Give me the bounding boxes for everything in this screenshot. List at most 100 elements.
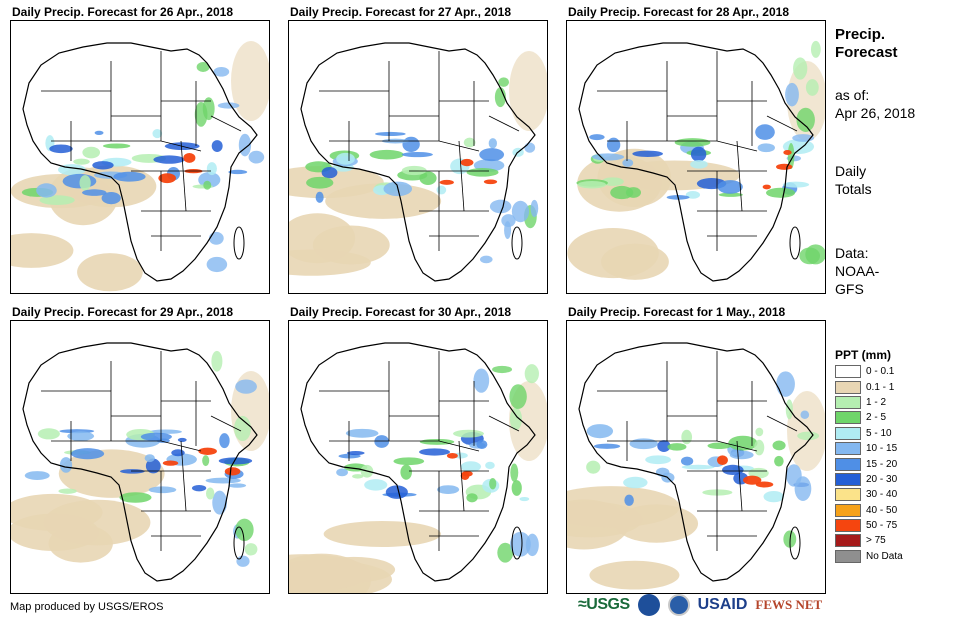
precip-cell	[244, 543, 258, 556]
dry-area	[289, 554, 371, 592]
precip-cell	[524, 142, 536, 153]
precip-cell	[213, 66, 230, 77]
precip-cell	[488, 138, 497, 149]
precip-cell	[82, 146, 101, 159]
country-border	[210, 115, 242, 132]
dry-area	[58, 449, 165, 498]
precip-cell	[593, 443, 621, 449]
country-border	[180, 140, 187, 212]
precip-cell	[577, 181, 607, 189]
africa-map-svg	[289, 42, 547, 282]
precip-cell	[345, 428, 379, 438]
precip-cell	[228, 169, 248, 175]
precip-cell	[509, 384, 527, 409]
sidebar-title: Precip. Forecast	[835, 26, 898, 62]
africa-map-svg	[11, 342, 269, 582]
precip-cell	[479, 255, 493, 264]
precip-cell	[144, 454, 155, 463]
forecast-panel-6: Daily Precip. Forecast for 1 May., 2018	[566, 305, 826, 594]
precip-map	[10, 320, 270, 594]
panel-title: Daily Precip. Forecast for 1 May., 2018	[568, 305, 786, 319]
legend-label: 5 - 10	[866, 427, 892, 439]
precip-cell	[401, 165, 427, 176]
legend-swatch	[835, 442, 861, 456]
heavy-precip	[783, 149, 792, 155]
africa-map-svg	[567, 40, 825, 282]
panel-title: Daily Precip. Forecast for 30 Apr., 2018	[290, 305, 511, 319]
country-border	[488, 115, 520, 132]
precip-cell	[632, 150, 664, 158]
forecast-panel-5: Daily Precip. Forecast for 30 Apr., 2018	[288, 305, 548, 594]
noaa-logo	[637, 594, 660, 616]
precip-cell	[479, 148, 505, 162]
heavy-precip	[717, 455, 728, 465]
precip-cell	[485, 461, 495, 470]
precip-cell	[70, 448, 105, 460]
country-border	[399, 140, 480, 152]
precip-cell	[489, 199, 512, 214]
africa-map-svg	[567, 342, 825, 590]
precip-cell	[685, 190, 701, 199]
precip-cell	[234, 415, 252, 442]
precip-cell	[793, 57, 808, 80]
precip-cell	[336, 468, 348, 477]
precip-cell	[62, 173, 97, 189]
precip-cell	[352, 474, 364, 479]
precip-cell	[119, 492, 152, 503]
country-border	[736, 140, 743, 212]
country-border	[677, 140, 758, 152]
precip-cell	[402, 136, 420, 152]
precip-cell	[336, 152, 355, 165]
precip-cell	[153, 155, 185, 164]
legend-title: PPT (mm)	[835, 348, 892, 362]
precip-cell	[315, 191, 324, 203]
country-border	[488, 415, 520, 432]
precip-map	[10, 20, 270, 294]
sidebar-totals-line1: Daily	[835, 163, 867, 179]
precip-cell	[530, 199, 539, 217]
precip-cell	[519, 496, 530, 502]
legend-label: 40 - 50	[866, 504, 898, 516]
madagascar-outline	[789, 226, 801, 260]
heavy-precip	[755, 481, 774, 488]
dry-area	[289, 213, 356, 264]
precip-map	[288, 20, 548, 294]
precip-cell	[707, 442, 732, 450]
legend-swatch	[835, 426, 861, 440]
precip-map	[566, 320, 826, 594]
panel-title: Daily Precip. Forecast for 28 Apr., 2018	[568, 5, 789, 19]
heavy-precip	[460, 471, 470, 480]
precip-cell	[785, 82, 799, 107]
precip-cell	[401, 151, 433, 158]
dry-area	[509, 51, 547, 131]
precip-cell	[610, 185, 634, 200]
precip-cell	[235, 379, 257, 394]
legend-label: 15 - 20	[866, 458, 898, 470]
precip-cell	[460, 461, 482, 472]
precip-cell	[37, 428, 60, 440]
precip-cell	[437, 485, 460, 495]
precip-cell	[629, 438, 658, 450]
usaid-logo: USAID	[697, 596, 748, 613]
precip-cell	[58, 488, 77, 494]
precip-cell	[393, 457, 425, 466]
precip-cell	[92, 161, 114, 170]
precip-cell	[374, 435, 390, 448]
sidebar-data-line1: Data:	[835, 245, 869, 261]
legend-item: 1 - 2	[835, 395, 903, 410]
legend-label: 10 - 15	[866, 443, 898, 455]
precip-cell	[721, 464, 744, 476]
precip-cell	[657, 440, 671, 452]
madagascar-outline	[233, 526, 245, 560]
precip-cell	[205, 477, 241, 484]
precip-cell	[622, 158, 634, 167]
madagascar-outline	[511, 526, 523, 560]
precip-map	[566, 20, 826, 294]
precip-cell	[235, 518, 254, 542]
precip-cell	[476, 439, 488, 450]
legend-item: 0.1 - 1	[835, 379, 903, 394]
precip-cell	[49, 144, 73, 154]
madagascar-outline	[789, 526, 801, 560]
precip-cell	[524, 364, 539, 384]
precip-cell	[73, 158, 90, 165]
